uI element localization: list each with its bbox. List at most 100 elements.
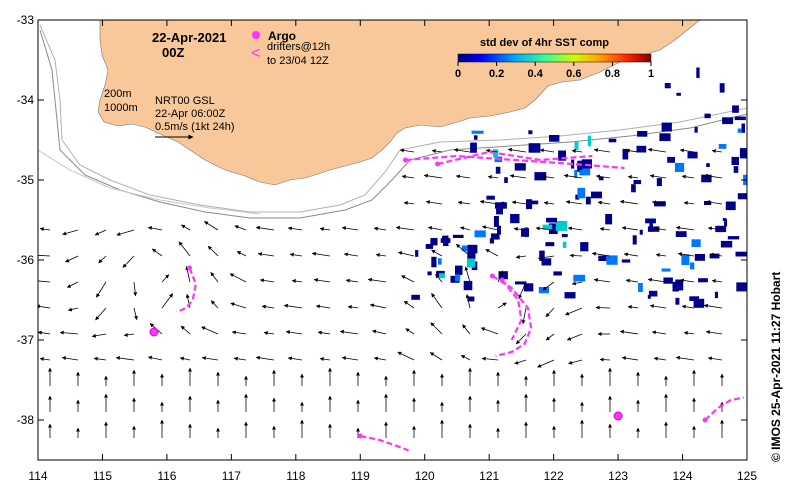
sst-patch [549, 135, 560, 142]
current-arrow [94, 229, 107, 236]
current-arrow [599, 227, 611, 232]
current-arrow [703, 303, 723, 309]
sst-patch [538, 287, 549, 294]
drifter-start [499, 277, 505, 283]
drifter-start [357, 433, 363, 439]
drifter-start [402, 157, 408, 163]
sst-patch [661, 268, 671, 272]
current-arrow [599, 357, 611, 362]
current-vectors [38, 147, 724, 438]
current-arrow [515, 333, 527, 345]
colorbar-tick-label: 0 [455, 68, 461, 80]
current-arrow [709, 252, 723, 257]
current-arrow [535, 226, 555, 231]
current-arrow [497, 270, 504, 283]
current-arrow [255, 355, 275, 361]
current-arrow [539, 148, 555, 153]
sst-patch [648, 290, 658, 297]
current-arrow [405, 328, 415, 335]
argo-float [149, 327, 159, 337]
current-arrow [403, 300, 415, 309]
sst-patch [545, 242, 555, 247]
current-arrow [398, 251, 415, 257]
current-arrow [514, 359, 527, 365]
current-arrow [521, 307, 527, 325]
sst-patch [440, 238, 451, 243]
sst-patch [528, 143, 541, 153]
current-arrow [649, 174, 667, 179]
current-arrow [541, 174, 555, 179]
sst-patch [727, 236, 740, 240]
current-arrow [369, 303, 387, 309]
current-arrow [231, 330, 247, 335]
current-arrow [59, 330, 79, 335]
scale-label: 0.5m/s (1kt 24h) [155, 121, 234, 133]
sst-patch [667, 156, 675, 163]
current-arrow [423, 173, 443, 179]
current-arrow [565, 200, 583, 205]
current-arrow [593, 148, 611, 153]
current-arrow [482, 225, 499, 231]
current-arrow [625, 278, 639, 283]
current-arrow [542, 281, 555, 291]
sst-patch [694, 254, 705, 261]
current-arrow [479, 199, 499, 205]
current-arrow [435, 274, 443, 283]
sst-patch [638, 283, 643, 292]
current-arrow [347, 305, 359, 310]
current-arrow [133, 281, 138, 297]
argo-label: Argo [268, 29, 296, 43]
current-arrow [511, 200, 527, 205]
current-arrow [515, 254, 527, 259]
x-tick-label: 114 [28, 469, 47, 483]
current-arrow [507, 147, 527, 153]
argo-legend-icon [252, 31, 260, 39]
sst-patch [719, 83, 725, 93]
date-line2: 00Z [162, 45, 184, 60]
x-tick-label: 122 [544, 469, 564, 483]
sst-patch [574, 170, 578, 178]
sst-patch [621, 259, 631, 263]
current-arrow [675, 355, 695, 361]
sst-patch [681, 254, 690, 265]
current-arrow [485, 248, 499, 257]
current-arrow [229, 273, 247, 283]
current-arrow [230, 302, 247, 309]
current-arrow [513, 227, 527, 232]
sst-patch [608, 138, 617, 143]
current-arrow [711, 149, 723, 154]
sst-patch [734, 116, 746, 121]
sst-patch [490, 233, 500, 240]
y-axis: -33 -34 -35 -36 -37 -38 [17, 13, 747, 427]
sst-patch [631, 184, 636, 193]
x-tick-label: 121 [479, 469, 499, 483]
sst-patch [546, 217, 557, 223]
current-arrow [122, 255, 135, 268]
current-arrow [427, 226, 443, 231]
current-arrow [161, 274, 170, 283]
sst-patch [606, 255, 618, 265]
current-arrow [453, 148, 471, 153]
contour-1000m-label: 1000m [104, 102, 138, 114]
sst-patch [647, 295, 651, 299]
x-tick-label: 115 [93, 469, 112, 483]
sst-patch [574, 141, 579, 151]
current-arrow [485, 148, 499, 153]
sst-patch [561, 234, 568, 238]
current-arrow [545, 307, 555, 318]
current-arrow [707, 226, 723, 231]
sst-patch [709, 253, 720, 259]
current-arrow [480, 327, 499, 335]
current-arrow [518, 281, 527, 299]
current-arrow [236, 251, 247, 257]
sst-patch [687, 151, 698, 159]
current-arrow [257, 252, 275, 257]
current-arrow [291, 279, 303, 284]
current-arrow [259, 278, 275, 283]
sst-patch [605, 214, 613, 225]
sst-patch [732, 105, 739, 113]
sst-patch [486, 195, 495, 200]
plot-frame [37, 19, 748, 461]
sst-patch [471, 130, 484, 134]
current-arrow [487, 175, 499, 180]
